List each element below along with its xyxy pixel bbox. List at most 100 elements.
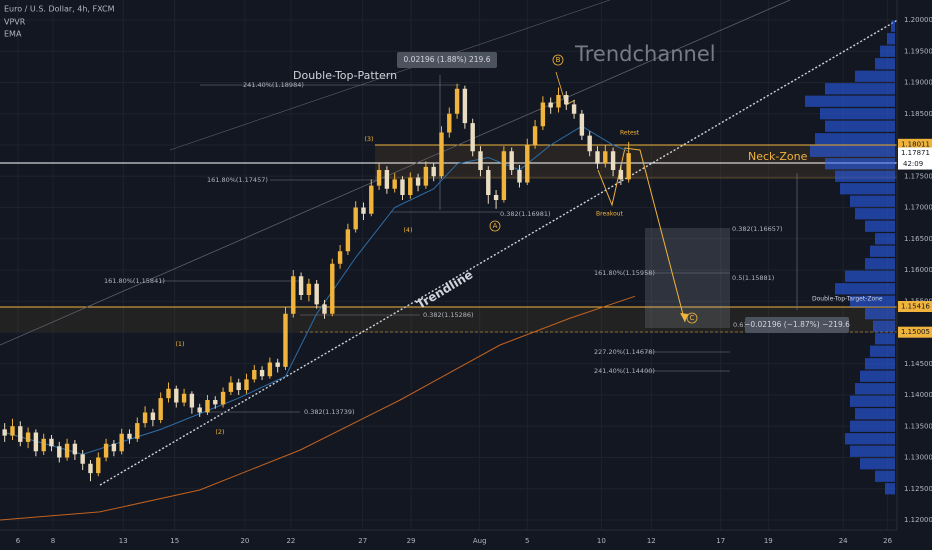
volume-profile [805,20,895,495]
candle-body [228,382,234,392]
annotation: C [690,314,695,322]
x-tick-label: 27 [358,537,367,545]
candle-body [509,151,514,170]
y-tick-label: 1.20000 [904,16,932,24]
candle-body [431,166,436,177]
x-tick-label: 13 [119,537,128,545]
volume-bar [870,245,895,257]
candle-body [57,446,62,458]
candle-body [181,393,187,403]
price-tag-label: 1.17871 [901,149,930,157]
candle-body [18,426,23,442]
channel-line [169,0,611,151]
x-tick-label: 12 [647,537,656,545]
wave-circle [489,220,501,232]
annotation: A [493,222,498,230]
volume-bar [850,445,895,457]
x-tick-label: 26 [883,537,892,545]
x-tick-label: 22 [286,537,295,545]
y-tick-label: 1.16500 [904,235,932,243]
annotation: 241.40%(1.14400) [594,367,655,375]
candle-body [49,438,54,447]
candle-body [525,145,530,183]
y-tick-label: 1.17500 [904,172,932,180]
candle-body [517,170,522,183]
volume-bar [875,333,895,345]
candle-body [41,438,46,452]
annotation: 0.02196 (1.88%) 219.6 [404,55,491,64]
y-tick-label: 1.19000 [904,79,932,87]
y-tick-label: 1.12500 [904,485,932,493]
ema-line [0,295,636,521]
volume-bar [805,95,895,107]
candle-body [587,135,592,152]
y-tick-label: 1.17000 [904,204,932,212]
candle-body [618,170,624,180]
candle-body [158,398,163,420]
projection-box [645,228,730,328]
countdown: 42:09 [903,160,923,168]
candle-body [556,95,561,108]
volume-bar [875,233,895,245]
annotation: Double-Top-Pattern [293,69,397,82]
candle-body [166,388,171,399]
candle-body [353,207,358,230]
annotation: (4) [403,226,412,234]
candle-body [322,304,327,314]
candle-body [493,195,499,200]
candle-body [392,179,397,189]
x-tick-label: 29 [407,537,416,545]
annotation: 0.618 [733,321,752,329]
countdown-tag [898,158,932,170]
candle-body [267,362,273,377]
annotation: 0.382(1.16657) [732,225,783,233]
price-tag-label: 1.15005 [901,328,930,336]
y-tick-label: 1.14000 [904,391,932,399]
candle-body [626,153,631,180]
x-tick-label: 10 [597,537,606,545]
candle-body [64,443,70,458]
annotation: Trendchannel [574,42,716,66]
y-tick-label: 1.13500 [904,422,932,430]
volume-bar [875,470,895,482]
indicator: VPVR [4,18,26,27]
candle-body [127,433,132,439]
volume-bar [880,45,895,57]
candle-body [283,313,288,367]
annotation: (3) [364,135,373,143]
candle-body [439,132,444,177]
volume-bar [865,220,895,232]
annotation: 0.382(1.16981) [500,210,551,218]
candle-body [189,393,195,408]
candle-body [361,207,366,214]
price-tag-label: 1.15416 [901,303,930,311]
candle-body [400,179,405,195]
candle-body [197,407,202,413]
volume-bar [825,158,895,170]
axis-labels: 1.12000 1.12500 1.13000 1.13500 1.14000 1.145… [16,16,932,545]
candle-body [423,166,429,186]
arrow-head [680,313,688,322]
x-tick-label: 8 [51,537,55,545]
y-tick-label: 1.19500 [904,47,932,55]
candle-body [236,382,241,390]
volume-bar [810,145,895,157]
x-tick-label: 15 [170,537,179,545]
channel-line [0,0,791,346]
candle-body [119,433,124,452]
measure-box [397,52,497,68]
candle-body [548,102,553,108]
volume-bar [870,345,895,357]
y-tick-label: 1.12000 [904,516,932,524]
annotation: Double-Top-Target-Zone [812,296,883,303]
candle-body [579,113,585,136]
annotation: 0.5(1.15881) [732,274,774,282]
y-tick-label: 1.14500 [904,360,932,368]
candle-body [376,170,382,186]
candle-body [408,177,413,195]
candle-body [501,151,507,200]
candle-body [610,151,616,170]
candle-body [595,151,600,164]
annotation: (1) [175,340,184,348]
candle-body [213,400,218,405]
